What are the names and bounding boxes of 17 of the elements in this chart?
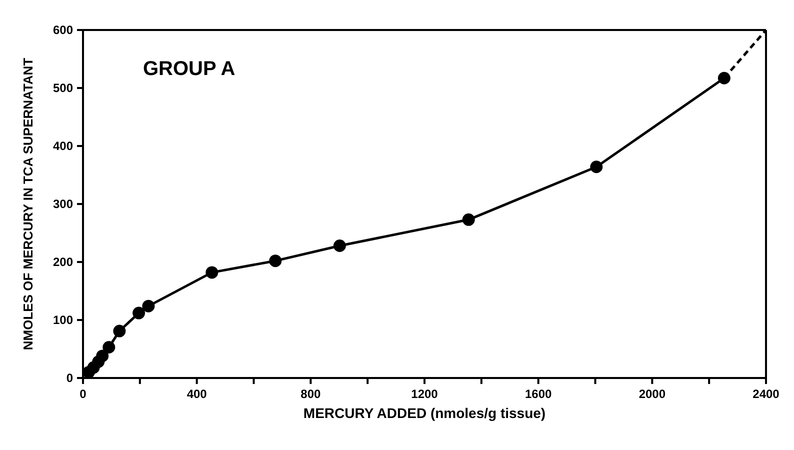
x-tick-label: 2400 <box>752 387 780 401</box>
x-axis-title: MERCURY ADDED (nmoles/g tissue) <box>303 405 546 421</box>
x-tick-label: 800 <box>300 387 321 401</box>
y-tick-label: 500 <box>52 81 74 95</box>
y-tick-label: 400 <box>52 139 74 153</box>
x-tick-label: 1200 <box>411 387 438 401</box>
x-tick-label: 1600 <box>524 387 552 401</box>
y-tick-label: 200 <box>52 255 74 269</box>
y-tick-label: 100 <box>52 313 74 327</box>
annotation: GROUP A <box>143 58 236 81</box>
y-tick-label: 300 <box>52 197 74 211</box>
x-tick-label: 400 <box>186 387 208 401</box>
y-tick-label: 0 <box>66 371 74 385</box>
y-tick-label: 600 <box>52 23 74 37</box>
y-axis-title: NMOLES OF MERCURY IN TCA SUPERNATANT <box>20 58 36 350</box>
x-tick-label: 2000 <box>638 387 666 401</box>
x-tick-label: 0 <box>80 387 87 401</box>
